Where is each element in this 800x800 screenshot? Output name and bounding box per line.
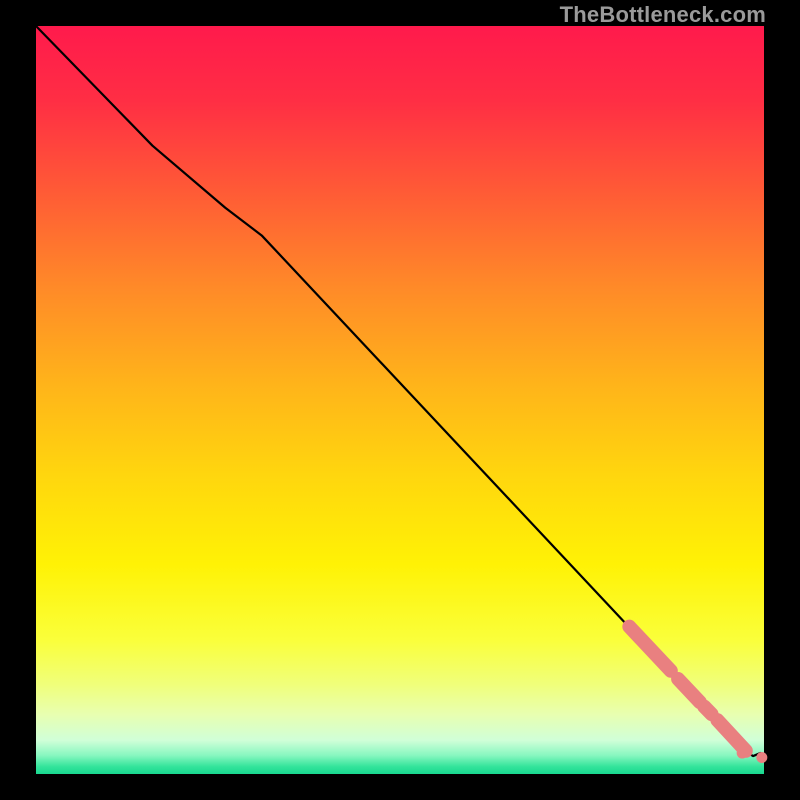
plot-area xyxy=(36,26,764,774)
chart-stage: TheBottleneck.com xyxy=(0,0,800,800)
watermark-text: TheBottleneck.com xyxy=(560,2,766,28)
